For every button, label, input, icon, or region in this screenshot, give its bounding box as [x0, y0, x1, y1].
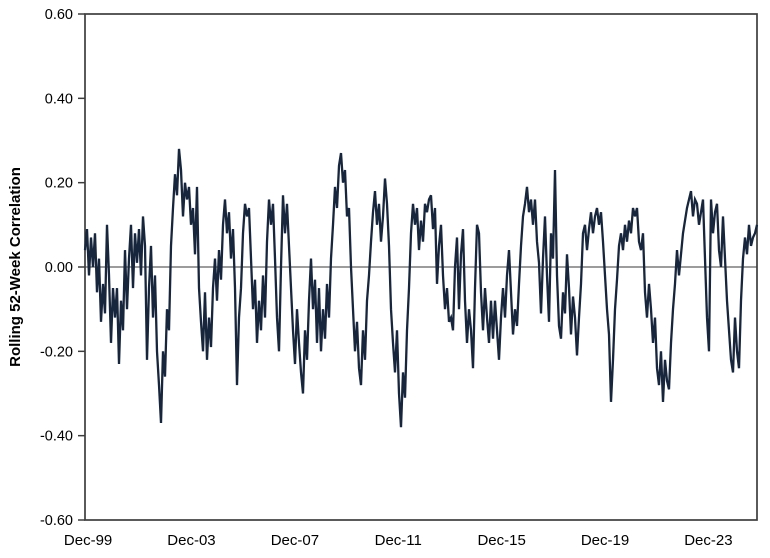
- y-tick-label: 0.40: [45, 91, 73, 107]
- x-tick-label: Dec-23: [684, 532, 732, 549]
- x-tick-label: Dec-19: [581, 532, 629, 549]
- y-axis-ticks: [78, 13, 85, 521]
- x-tick-label: Dec-03: [167, 532, 215, 549]
- y-tick-label: -0.40: [40, 429, 73, 445]
- correlation-data-line: [83, 148, 759, 428]
- y-tick-label: 0.60: [45, 7, 73, 23]
- x-tick-label: Dec-07: [271, 532, 319, 549]
- y-tick-label: 0.20: [45, 176, 73, 192]
- x-tick-label: Dec-15: [477, 532, 525, 549]
- y-tick-label: 0.00: [45, 260, 73, 276]
- y-tick-label: -0.60: [40, 513, 73, 529]
- x-axis-labels: Dec-99 Dec-03 Dec-07 Dec-11 Dec-15 Dec-19 Dec-…: [64, 532, 733, 549]
- y-tick-label: -0.20: [40, 344, 73, 360]
- x-tick-label: Dec-11: [375, 532, 422, 549]
- x-tick-label: Dec-99: [64, 532, 112, 549]
- y-axis-title: Rolling 52-Week Correlation: [7, 167, 24, 367]
- y-axis-labels: 0.60 0.40 0.20 0.00 -0.20 -0.40 -0.60: [40, 7, 73, 529]
